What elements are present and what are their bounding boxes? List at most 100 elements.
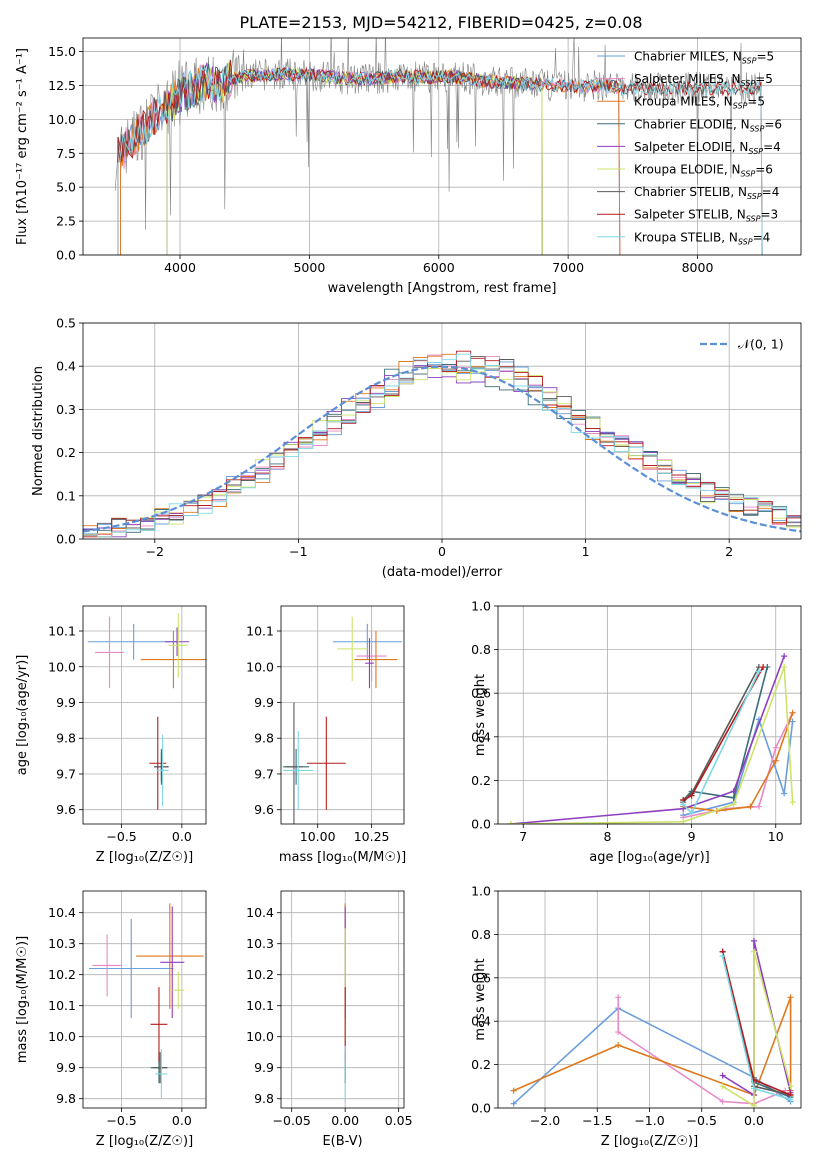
errorbar-point: [154, 752, 169, 782]
weight-marker: [755, 668, 762, 675]
y-tick-label: 5.0: [56, 180, 76, 195]
errorbar-point: [356, 631, 387, 682]
x-axis-label: Z [log₁₀(Z/Z☉)]: [601, 1134, 698, 1149]
x-tick-label: −1: [289, 544, 307, 559]
weight-marker: [772, 757, 779, 764]
legend-entry: Chabrier ELODIE, NSSP=6: [634, 117, 782, 133]
y-tick-label: 10.1: [246, 998, 274, 1013]
model-spectrum: [117, 59, 763, 255]
legend-entry: Chabrier STELIB, NSSP=4: [634, 185, 779, 201]
residual-legend: 𝒩(0, 1): [700, 337, 784, 352]
weight-marker: [507, 821, 514, 824]
x-axis-label: E(B-V): [322, 1134, 362, 1149]
errorbar-point: [156, 734, 169, 807]
errorbar-point: [155, 1049, 168, 1099]
plot-area-spectrum: [115, 38, 763, 255]
x-tick-label: −0.5: [687, 1113, 717, 1128]
weight-marker: [750, 937, 757, 944]
plot-area-z-vs-age: [87, 613, 206, 810]
x-tick-label: 2: [725, 544, 733, 559]
x-tick-label: 10.25: [354, 829, 390, 844]
grid-z-vs-age: [83, 606, 206, 824]
axes-frame: [280, 890, 405, 1109]
errorbar-point: [95, 616, 124, 689]
normal-curve: [83, 365, 801, 533]
y-axis-label: mass [log₁₀(M/M☉)]: [15, 936, 30, 1063]
weight-marker: [719, 953, 726, 960]
y-axis-label: age [log₁₀(age/yr)]: [15, 655, 30, 776]
y-tick-label: 10.0: [246, 659, 274, 674]
y-tick-label: 0.6: [471, 686, 491, 701]
y-tick-label: 10.1: [246, 624, 274, 639]
errorbar-point: [136, 903, 204, 1009]
y-tick-label: 10.1: [48, 624, 76, 639]
model-spectrum: [117, 64, 763, 255]
legend-entry: Kroupa MILES, NSSP=5: [634, 95, 765, 111]
weight-line: [510, 655, 785, 824]
weight-line: [722, 951, 792, 1108]
errorbar-point: [92, 934, 122, 997]
observed-spectrum: [115, 38, 762, 231]
axes-frame: [82, 37, 802, 256]
y-tick-label: 9.9: [254, 1060, 274, 1075]
y-tick-label: 10.0: [48, 1029, 76, 1044]
weight-marker: [730, 788, 737, 795]
axes-residuals: −2 −1 0 1 2 0.0 0.1 0.2 0.3 0.4 0.5 (data-model)/er…: [31, 316, 802, 580]
y-tick-label: 9.8: [254, 1091, 274, 1106]
x-tick-label: 10.00: [300, 829, 336, 844]
errorbar-point: [306, 716, 346, 810]
axes-frame: [82, 322, 802, 540]
legend-entry: 𝒩(0, 1): [738, 337, 784, 352]
axes-z-vs-mass: −0.5 0.0 9.8 9.9 10.0 10.1 10.2 10.3 10.4 Z [log₁…: [15, 890, 207, 1149]
errorbar-point: [149, 716, 167, 810]
axes-frame: [82, 890, 207, 1109]
weight-marker: [781, 664, 788, 671]
weight-marker: [750, 948, 757, 955]
y-tick-label: 10.4: [48, 905, 76, 920]
x-tick-label: −1.0: [634, 1113, 664, 1128]
y-tick-label: 9.8: [56, 1091, 76, 1106]
y-tick-label: 10.0: [246, 1029, 274, 1044]
weight-marker: [730, 801, 737, 808]
y-tick-label: 15.0: [48, 44, 76, 59]
errorbar-point: [365, 638, 374, 689]
x-tick-label: 0.0: [172, 1113, 192, 1128]
errorbar-point: [283, 731, 314, 810]
y-tick-label: 9.9: [254, 695, 274, 710]
weight-marker: [755, 803, 762, 810]
x-tick-label: 1: [582, 544, 590, 559]
y-tick-label: 0.1: [56, 488, 76, 503]
x-tick-label: 0.00: [331, 1113, 359, 1128]
y-tick-label: 0.0: [56, 248, 76, 263]
weight-marker: [787, 1083, 794, 1090]
axes-z-vs-age: −0.5 0.0 9.6 9.7 9.8 9.9 10.0 10.1 Z [log₁₀(Z/Z☉…: [15, 605, 207, 865]
weight-marker: [750, 1085, 757, 1092]
x-tick-label: 7000: [552, 260, 584, 275]
weight-marker: [787, 994, 794, 1001]
y-axis-label: Normed distribution: [31, 366, 46, 496]
y-axis-label: mass weight: [473, 958, 488, 1040]
x-tick-label: 0.0: [172, 829, 192, 844]
y-tick-label: 0.3: [56, 402, 76, 417]
weight-marker: [789, 799, 796, 806]
plot-area-residuals: [83, 350, 801, 539]
y-tick-label: 2.5: [56, 214, 76, 229]
plot-area-z-vs-mass: [89, 903, 204, 1099]
x-tick-label: −2: [146, 544, 164, 559]
x-axis-label: Z [log₁₀(Z/Z☉)]: [96, 1134, 193, 1149]
legend-entry: Kroupa STELIB, NSSP=4: [634, 230, 770, 246]
y-tick-label: 0.0: [471, 817, 491, 832]
y-tick-label: 10.3: [246, 936, 274, 951]
weight-line: [513, 1007, 792, 1105]
weight-marker: [615, 994, 622, 1001]
y-tick-label: 9.9: [56, 695, 76, 710]
y-tick-label: 7.5: [56, 146, 76, 161]
weight-marker: [510, 1100, 517, 1107]
axes-mass-vs-age: 10.00 10.25 9.6 9.7 9.8 9.9 10.0 10.1 mass [log₁…: [246, 605, 406, 865]
x-tick-label: 0.05: [385, 1113, 413, 1128]
plot-area-mass-vs-age: [283, 616, 402, 824]
residual-histogram: [83, 353, 801, 539]
errorbar-point: [354, 631, 398, 689]
x-tick-label: 7: [519, 829, 527, 844]
x-tick-label: −0.5: [106, 829, 136, 844]
